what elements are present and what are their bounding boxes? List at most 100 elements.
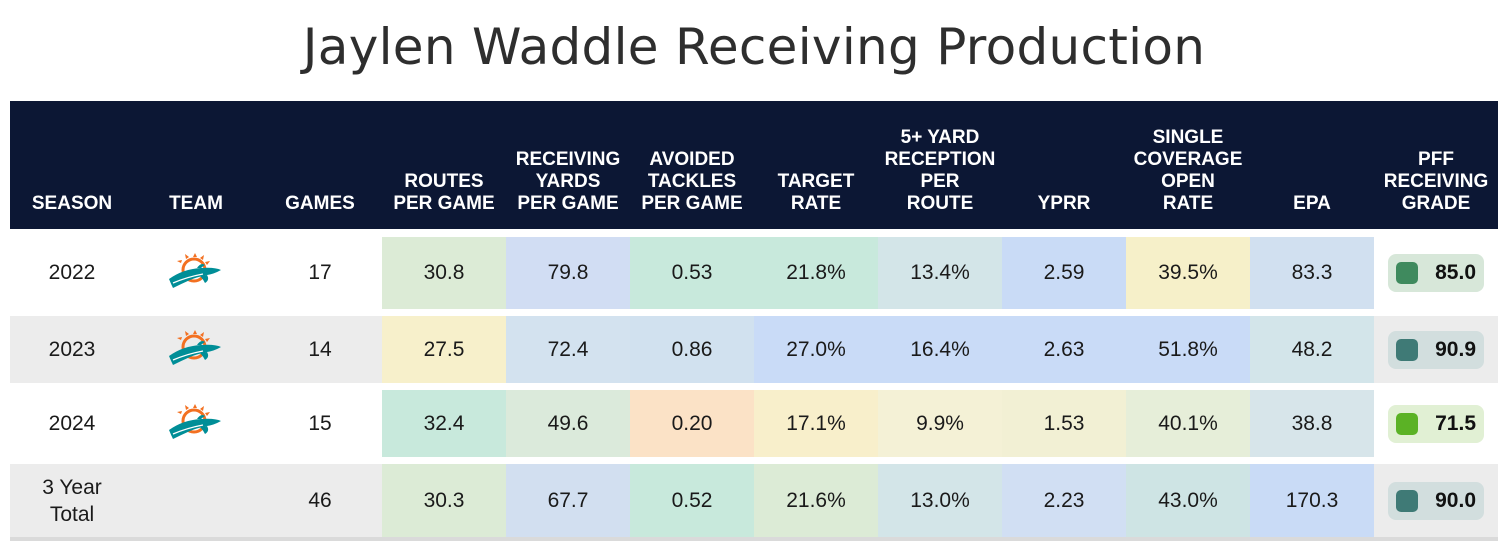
header-line: RATE [1162, 193, 1214, 214]
miami-dolphins-logo-icon [169, 403, 221, 439]
chart-title: Jaylen Waddle Receiving Production [302, 18, 1206, 76]
header-line: RECEIVING [1383, 171, 1489, 192]
season-cell: 2024 [10, 383, 134, 461]
target-rate-cell: 27.0% [754, 309, 878, 387]
grade-value: 85.0 [1435, 261, 1476, 284]
grade-cell: 85.0 [1374, 229, 1498, 313]
grade-pill: 90.0 [1388, 481, 1484, 520]
five-plus-yard-cell: 9.9% [878, 383, 1002, 461]
table-row: 2023 14 27.5 72.4 0.86 27.0% 16.4% 2 [10, 309, 1498, 387]
five-plus-yard-cell: 13.0% [878, 457, 1002, 541]
header-line: PFF [1418, 149, 1454, 170]
routes-cell: 27.5 [382, 309, 506, 387]
grade-color-square [1396, 262, 1418, 284]
header-line: GRADE [1401, 193, 1471, 214]
miami-dolphins-logo-icon [169, 329, 221, 365]
header-line: AVOIDED [649, 149, 735, 170]
grade-pill: 71.5 [1388, 404, 1484, 443]
yprr-cell: 2.23 [1002, 457, 1126, 541]
header-pff-receiving-grade: PFF RECEIVING GRADE [1374, 101, 1498, 233]
grade-cell: 90.0 [1374, 457, 1498, 541]
header-avoided-tackles-per-game: AVOIDED TACKLES PER GAME [630, 101, 754, 233]
total-label-line: Total [49, 502, 95, 526]
table-row: 2024 15 32.4 49.6 0.20 17.1% 9.9% 1. [10, 383, 1498, 461]
receiving-yards-cell: 49.6 [506, 383, 630, 461]
games-cell: 15 [258, 383, 382, 461]
header-line: OPEN [1161, 171, 1215, 192]
games-cell: 14 [258, 309, 382, 387]
receiving-yards-cell: 67.7 [506, 457, 630, 541]
grade-color-square [1396, 489, 1418, 512]
grade-pill: 90.9 [1388, 330, 1484, 369]
receiving-stats-table: SEASON TEAM GAMES ROUTES PER GAME RECEIVI… [10, 101, 1498, 541]
header-five-plus-yard-reception-per-route: 5+ YARD RECEPTION PER ROUTE [878, 101, 1002, 233]
header-yprr: YPRR [1002, 101, 1126, 233]
header-line: YARDS [535, 171, 601, 192]
table-row: 2022 17 30.8 79.8 0.53 21.8% 13.4% 2 [10, 229, 1498, 313]
header-games: GAMES [258, 101, 382, 233]
grade-cell: 90.9 [1374, 309, 1498, 387]
season-cell: 2023 [10, 309, 134, 387]
yprr-cell: 2.63 [1002, 309, 1126, 387]
header-line: RATE [790, 193, 842, 214]
epa-cell: 38.8 [1250, 383, 1374, 461]
header-line: TARGET [777, 171, 855, 192]
epa-cell: 83.3 [1250, 229, 1374, 313]
season-cell: 2022 [10, 229, 134, 313]
target-rate-cell: 17.1% [754, 383, 878, 461]
avoided-tackles-cell: 0.52 [630, 457, 754, 541]
header-line: RECEPTION [884, 149, 996, 170]
games-cell: 46 [258, 457, 382, 541]
header-line: SINGLE [1152, 127, 1224, 148]
team-cell [134, 309, 258, 387]
routes-cell: 30.8 [382, 229, 506, 313]
header-line: PER GAME [641, 193, 743, 214]
table-row: 3 Year Total 46 30.3 67.7 0.52 21.6% 13.0… [10, 457, 1498, 541]
header-line: COVERAGE [1133, 149, 1243, 170]
header-epa: EPA [1250, 101, 1374, 233]
single-coverage-cell: 51.8% [1126, 309, 1250, 387]
single-coverage-cell: 43.0% [1126, 457, 1250, 541]
avoided-tackles-cell: 0.20 [630, 383, 754, 461]
header-target-rate: TARGET RATE [754, 101, 878, 233]
target-rate-cell: 21.6% [754, 457, 878, 541]
five-plus-yard-cell: 16.4% [878, 309, 1002, 387]
receiving-yards-cell: 79.8 [506, 229, 630, 313]
team-cell [134, 229, 258, 313]
team-cell [134, 457, 258, 541]
epa-cell: 170.3 [1250, 457, 1374, 541]
header-routes-per-game: ROUTES PER GAME [382, 101, 506, 233]
header-line: RECEIVING [515, 149, 621, 170]
grade-cell: 71.5 [1374, 383, 1498, 461]
avoided-tackles-cell: 0.86 [630, 309, 754, 387]
grade-color-square [1396, 338, 1418, 361]
grade-value: 71.5 [1435, 411, 1476, 435]
five-plus-yard-cell: 13.4% [878, 229, 1002, 313]
grade-pill: 85.0 [1388, 254, 1484, 292]
total-label-line: 3 Year [42, 475, 102, 499]
epa-cell: 48.2 [1250, 309, 1374, 387]
header-line: ROUTES [404, 171, 484, 192]
single-coverage-cell: 39.5% [1126, 229, 1250, 313]
header-line: PER [920, 171, 960, 192]
routes-cell: 32.4 [382, 383, 506, 461]
header-receiving-yards-per-game: RECEIVING YARDS PER GAME [506, 101, 630, 233]
games-cell: 17 [258, 229, 382, 313]
header-line: PER GAME [393, 193, 495, 214]
miami-dolphins-logo-icon [169, 253, 221, 288]
yprr-cell: 1.53 [1002, 383, 1126, 461]
header-line: PER GAME [517, 193, 619, 214]
target-rate-cell: 21.8% [754, 229, 878, 313]
season-cell: 3 Year Total [10, 457, 134, 541]
avoided-tackles-cell: 0.53 [630, 229, 754, 313]
header-row: SEASON TEAM GAMES ROUTES PER GAME RECEIVI… [10, 101, 1498, 233]
grade-value: 90.0 [1435, 488, 1476, 512]
grade-color-square [1396, 412, 1418, 435]
header-team: TEAM [134, 101, 258, 233]
header-line: ROUTE [906, 193, 974, 214]
routes-cell: 30.3 [382, 457, 506, 541]
single-coverage-cell: 40.1% [1126, 383, 1250, 461]
grade-value: 90.9 [1435, 337, 1476, 361]
header-single-coverage-open-rate: SINGLE COVERAGE OPEN RATE [1126, 101, 1250, 233]
yprr-cell: 2.59 [1002, 229, 1126, 313]
